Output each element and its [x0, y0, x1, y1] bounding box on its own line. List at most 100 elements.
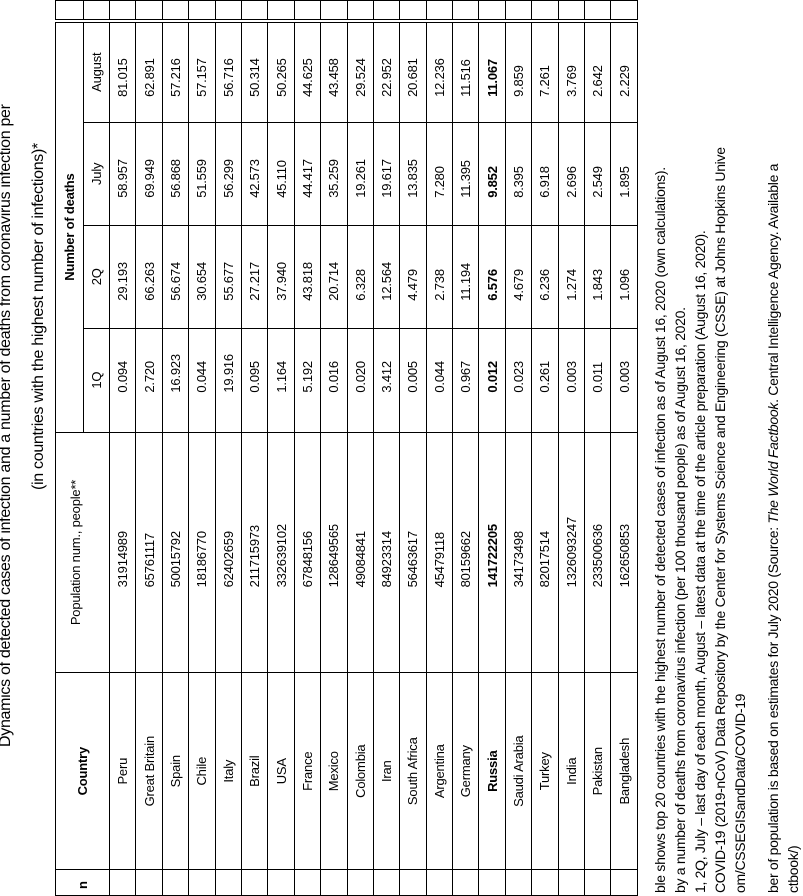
cell-2q: 43.818: [294, 225, 321, 329]
footnote-line-2: by a number of deaths from coronavirus i…: [672, 307, 688, 893]
cell-cut-right: [399, 0, 427, 21]
cell-august: 57.216: [162, 20, 189, 123]
cell-cut-left: [399, 869, 427, 896]
cell-1q: 0.044: [188, 328, 216, 433]
cell-july: 42.573: [241, 122, 268, 226]
cell-country: Peru: [109, 672, 136, 870]
cell-country: South Africa: [399, 672, 427, 870]
header-population: Population num., people**: [55, 432, 110, 673]
cell-cut-left: [320, 869, 348, 896]
cell-2q: 1.843: [584, 225, 611, 329]
cell-country: Pakistan: [584, 672, 611, 870]
cell-july: 1.895: [610, 122, 638, 226]
cell-2q: 37.940: [267, 225, 295, 329]
cell-population: 332639102: [267, 432, 295, 673]
cell-cut-left: [373, 869, 400, 896]
cell-cut-right: [215, 0, 242, 21]
cell-1q: 19.916: [215, 328, 242, 433]
cell-cut-left: [558, 869, 585, 896]
cell-country: Italy: [215, 672, 242, 870]
cell-cut-left: [267, 869, 295, 896]
footnote-line-6: ber of population is based on estimates …: [765, 164, 781, 893]
cell-2q: 1.096: [610, 225, 638, 329]
cell-cut-right: [426, 0, 453, 21]
cell-cut-left: [584, 869, 611, 896]
cell-cut-left: [241, 869, 268, 896]
cell-country: Chile: [188, 672, 216, 870]
cell-july: 51.559: [188, 122, 216, 226]
cell-cut-right: [505, 0, 532, 21]
cell-july: 13.835: [399, 122, 427, 226]
cell-july: 8.395: [505, 122, 532, 226]
cell-cut-right: [109, 0, 136, 21]
cell-2q: 6.236: [531, 225, 559, 329]
cell-cut-left: [135, 869, 163, 896]
cell-cut-left: [610, 869, 638, 896]
cell-country: Bangladesh: [610, 672, 638, 870]
cell-population: 128649565: [320, 432, 348, 673]
cell-august: 62.891: [135, 20, 163, 123]
cell-cut-left: [294, 869, 321, 896]
cell-july: 19.261: [347, 122, 374, 226]
cell-population: 80159662: [452, 432, 479, 673]
cell-2q: 55.677: [215, 225, 242, 329]
cell-july: 58.957: [109, 122, 136, 226]
cell-cut-right: [135, 0, 163, 21]
cell-cut-right: [267, 0, 295, 21]
cell-1q: 16.923: [162, 328, 189, 433]
cell-population: 84923314: [373, 432, 400, 673]
table-row: France 67848156 5.192 43.818 44.417 44.625: [294, 0, 321, 896]
cell-2q: 1.274: [558, 225, 585, 329]
cell-population: 141722205: [478, 432, 506, 673]
table-row: Brazil 211715973 0.095 27.217 42.573 50.314: [241, 0, 268, 896]
table-title: Dynamics of detected cases of infection …: [0, 104, 14, 747]
cell-cut-right: [188, 0, 216, 21]
cell-cut-right: [294, 0, 321, 21]
cell-1q: 0.011: [584, 328, 611, 433]
cell-cut-right: [241, 0, 268, 21]
cell-1q: 0.016: [320, 328, 348, 433]
cell-cut-right: [478, 0, 506, 21]
cell-cut-right: [162, 0, 189, 21]
table-row: South Africa 56463617 0.005 4.479 13.835 20.6…: [399, 0, 427, 896]
cell-2q: 6.576: [478, 225, 506, 329]
cell-cut-left: [478, 869, 506, 896]
cell-august: 11.516: [452, 20, 479, 123]
cell-august: 57.157: [188, 20, 216, 123]
cell-1q: 0.095: [241, 328, 268, 433]
cell-cut-right: [373, 0, 400, 21]
table-row: Iran 84923314 3.412 12.564 19.617 22.952: [373, 0, 400, 896]
cell-july: 69.949: [135, 122, 163, 226]
cell-1q: 0.012: [478, 328, 506, 433]
cell-country: Turkey: [531, 672, 559, 870]
cell-country: Saudi Arabia: [505, 672, 532, 870]
cell-country: Brazil: [241, 672, 268, 870]
cell-population: 211715973: [241, 432, 268, 673]
cell-july: 6.918: [531, 122, 559, 226]
cell-1q: 5.192: [294, 328, 321, 433]
cell-1q: 0.261: [531, 328, 559, 433]
header-august: August: [83, 20, 110, 123]
cell-population: 34173498: [505, 432, 532, 673]
footnote-line-3: 1, 2Q, July – last day of each month, Au…: [692, 230, 708, 893]
cell-country: Germany: [452, 672, 479, 870]
table-row: Mexico 128649565 0.016 20.714 35.259 43.458: [320, 0, 348, 896]
table-row: Italy 62402659 19.916 55.677 56.299 56.716: [215, 0, 242, 896]
table-row: Turkey 82017514 0.261 6.236 6.918 7.261: [531, 0, 559, 896]
table-row: Pakistan 233500636 0.011 1.843 2.549 2.642: [584, 0, 611, 896]
cell-august: 9.859: [505, 20, 532, 123]
header-number-of-deaths: Number of deaths: [55, 20, 84, 433]
cell-cut-right: [320, 0, 348, 21]
table-row: Colombia 49084841 0.020 6.328 19.261 29.524: [347, 0, 374, 896]
cell-july: 11.395: [452, 122, 479, 226]
cell-2q: 4.679: [505, 225, 532, 329]
cell-cut-right: [531, 0, 559, 21]
cell-august: 56.716: [215, 20, 242, 123]
table-row: Bangladesh 162650853 0.003 1.096 1.895 2.229: [610, 0, 638, 896]
cell-population: 82017514: [531, 432, 559, 673]
cell-population: 56463617: [399, 432, 427, 673]
cell-population: 1326093247: [558, 432, 585, 673]
footnote-line-5: om/CSSEGISandData/COVID-19: [732, 693, 748, 893]
cell-cut-left: [109, 869, 136, 896]
table-row: Peru 31914989 0.094 29.193 58.957 81.015: [109, 0, 136, 896]
